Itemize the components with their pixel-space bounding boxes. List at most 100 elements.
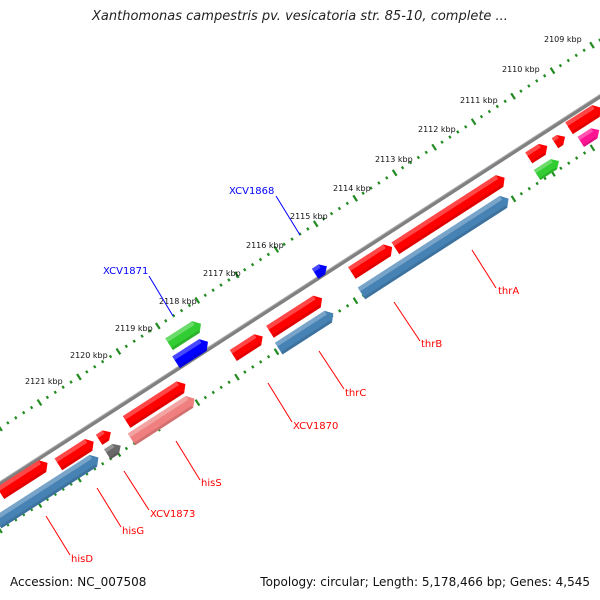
scale-label: 2112 kbp xyxy=(418,125,456,134)
rna-block-XCV1871 xyxy=(165,321,201,351)
tick-mark xyxy=(519,89,523,93)
tick-mark xyxy=(93,364,97,369)
gene-block-XCV1870 xyxy=(229,334,263,361)
tick-mark xyxy=(101,461,105,466)
gene-label-text: hisD xyxy=(71,554,93,565)
tick-mark xyxy=(470,118,477,126)
leader-line xyxy=(148,275,174,317)
tick-mark xyxy=(211,390,215,395)
tick-mark xyxy=(535,79,539,83)
tick-mark xyxy=(558,63,563,68)
scale-label: 2109 kbp xyxy=(544,35,582,44)
tick-mark xyxy=(329,211,334,216)
tick-mark xyxy=(219,385,223,390)
leader-line xyxy=(471,249,497,289)
gene-block-thrB xyxy=(357,195,509,300)
scale-label: 2119 kbp xyxy=(115,324,153,333)
tick-mark xyxy=(227,380,231,385)
gene-block-thrC xyxy=(266,295,323,338)
gene-block xyxy=(95,430,111,445)
tick-mark xyxy=(448,135,452,139)
tick-mark xyxy=(266,252,271,257)
gene-block-XCV1873 xyxy=(127,396,195,446)
gene-label-hisg[interactable]: hisG xyxy=(96,487,144,537)
accession-label: Accession: xyxy=(10,575,74,589)
tick-mark xyxy=(140,334,144,338)
tick-mark xyxy=(100,359,105,364)
gene-label-thrc[interactable]: thrC xyxy=(318,350,366,399)
map-title: Xanthomonas campestris pv. vesicatoria s… xyxy=(92,9,508,24)
gene-label-xcv1870[interactable]: XCV1870 xyxy=(267,382,338,432)
gene-label-text: XCV1868 xyxy=(229,186,274,197)
tick-mark xyxy=(464,125,468,129)
scale-labels: 2109 kbp 2110 kbp 2111 kbp 2112 kbp 2113 kbp… xyxy=(25,35,582,386)
gene-block xyxy=(172,339,208,369)
gene-label-hiss[interactable]: hisS xyxy=(175,440,222,489)
tick-mark xyxy=(179,308,184,313)
gene-block xyxy=(577,128,600,148)
genome-backbone xyxy=(0,94,600,486)
gene-label-text: XCV1871 xyxy=(103,266,148,277)
tick-mark xyxy=(352,297,359,305)
gene-label-xcv1871[interactable]: XCV1871 xyxy=(103,266,174,317)
tick-mark xyxy=(258,257,263,262)
gene-block xyxy=(0,454,99,529)
leader-line xyxy=(393,301,421,342)
gene-label-thra[interactable]: thrA xyxy=(471,249,519,297)
tick-mark xyxy=(282,242,286,247)
leader-line xyxy=(267,382,293,423)
tick-mark xyxy=(243,370,247,374)
tick-mark xyxy=(456,130,460,134)
tick-mark xyxy=(290,237,294,241)
gene-label-text: thrC xyxy=(345,388,366,399)
gene-block xyxy=(565,105,600,135)
tick-mark xyxy=(345,304,350,308)
tick-mark xyxy=(211,288,215,292)
tick-mark xyxy=(115,347,122,355)
tick-mark xyxy=(273,245,280,253)
gene-label-text: XCV1873 xyxy=(150,509,195,520)
tick-mark xyxy=(431,143,437,151)
gene-block-hisD xyxy=(0,460,48,500)
genes-label: Genes: xyxy=(509,575,552,589)
tick-mark xyxy=(227,278,231,282)
tick-mark xyxy=(549,67,556,75)
length-value: 5,178,466 bp xyxy=(421,575,502,589)
tick-mark xyxy=(69,380,73,384)
gene-label-xcv1873[interactable]: XCV1873 xyxy=(123,470,195,520)
tick-mark xyxy=(0,527,3,534)
tick-mark xyxy=(391,169,398,177)
tick-mark xyxy=(519,191,524,196)
accession-footer: Accession: NC_007508 xyxy=(10,575,146,589)
tick-mark xyxy=(408,160,413,165)
tick-mark xyxy=(352,194,359,202)
scale-label: 2113 kbp xyxy=(375,155,413,164)
tick-mark xyxy=(589,41,595,49)
tick-mark xyxy=(29,405,34,410)
tick-mark xyxy=(273,348,280,356)
tick-mark xyxy=(369,186,373,190)
tick-mark xyxy=(155,322,161,330)
tick-mark xyxy=(495,104,499,109)
tick-mark xyxy=(574,156,579,160)
tick-mark xyxy=(36,398,43,407)
tick-mark xyxy=(527,84,531,88)
topology-label: Topology: xyxy=(260,575,317,589)
gene-label-text: hisG xyxy=(122,526,144,537)
tick-mark xyxy=(312,220,319,228)
tick-mark xyxy=(219,283,223,287)
tick-mark xyxy=(440,140,444,144)
tick-mark xyxy=(203,293,207,298)
gene-label-thrb[interactable]: thrB xyxy=(393,301,442,350)
gene-label-xcv1868[interactable]: XCV1868 xyxy=(229,186,301,236)
genome-backbone-highlight xyxy=(0,93,600,483)
scale-label: 2118 kbp xyxy=(159,297,197,306)
tick-mark xyxy=(321,216,326,221)
gene-label-hisd[interactable]: hisD xyxy=(45,515,93,565)
scale-label: 2117 kbp xyxy=(203,269,241,278)
tick-mark xyxy=(171,313,176,318)
gene-block-XCV1868 xyxy=(311,264,327,279)
gene-block xyxy=(274,310,334,355)
tick-mark xyxy=(194,399,201,407)
